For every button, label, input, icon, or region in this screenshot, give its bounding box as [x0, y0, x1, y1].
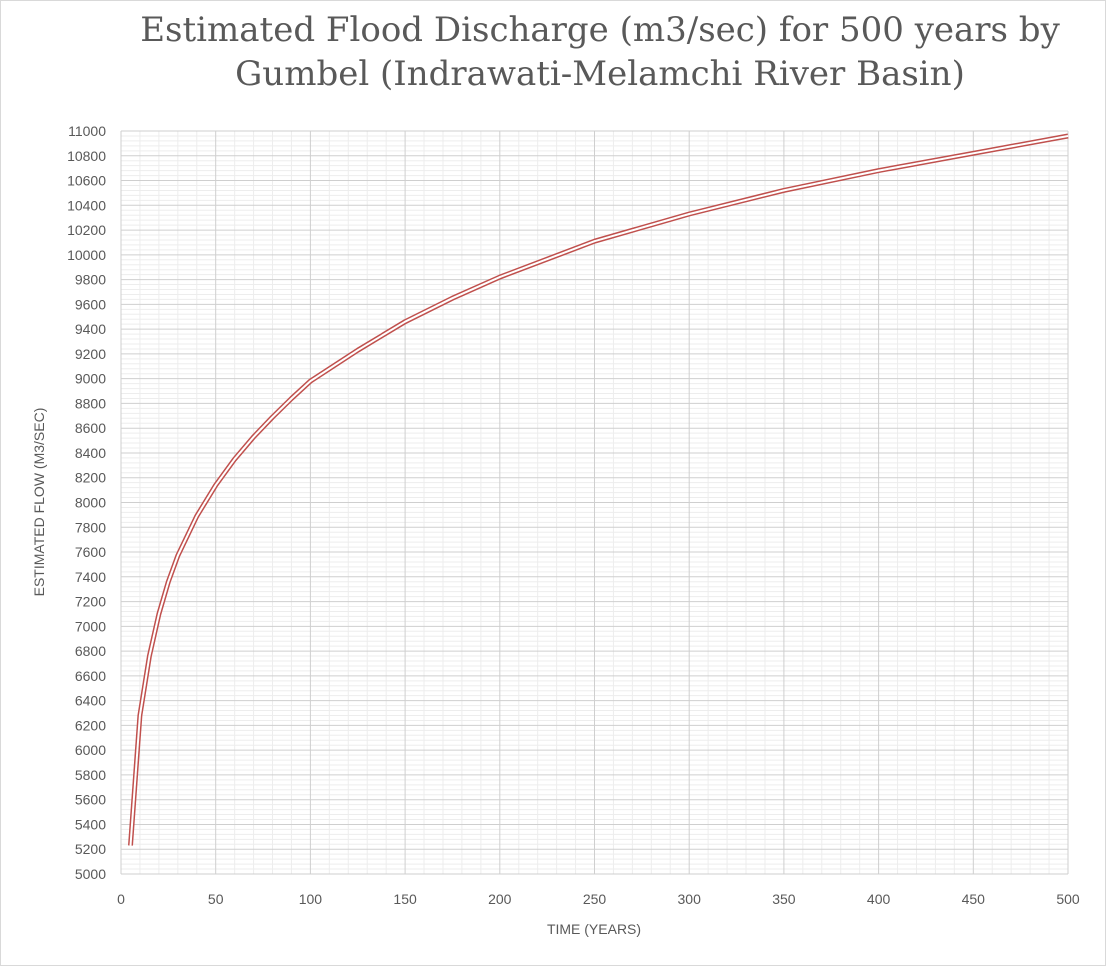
x-tick-label: 200: [488, 891, 512, 907]
y-tick-label: 7000: [75, 618, 106, 634]
y-tick-label: 6600: [75, 668, 106, 684]
y-tick-label: 8800: [75, 395, 106, 411]
y-tick-label: 6000: [75, 742, 106, 758]
x-tick-label: 100: [299, 891, 323, 907]
y-tick-label: 6200: [75, 717, 106, 733]
series-line-inner: [129, 135, 1069, 846]
y-tick-label: 5400: [75, 816, 106, 832]
y-axis-label: ESTIMATED FLOW (M3/SEC): [31, 408, 47, 597]
y-tick-label: 8600: [75, 420, 106, 436]
y-tick-label: 9400: [75, 321, 106, 337]
y-tick-label: 8400: [75, 445, 106, 461]
chart-title: Estimated Flood Discharge (m3/sec) for 5…: [0, 8, 1106, 96]
major-gridlines: [120, 130, 1069, 875]
x-tick-label: 250: [583, 891, 607, 907]
y-tick-label: 10400: [67, 197, 106, 213]
y-tick-label: 10000: [67, 247, 106, 263]
x-tick-label: 500: [1056, 891, 1080, 907]
y-tick-label: 5000: [75, 866, 106, 882]
x-tick-label: 350: [772, 891, 796, 907]
y-tick-label: 8200: [75, 470, 106, 486]
y-axis-tick-labels: 5000 5200 5400 5600 5800 6000 6200 6400 6600 6800…: [67, 123, 106, 882]
y-tick-label: 9600: [75, 296, 106, 312]
chart-title-line-2: Gumbel (Indrawati-Melamchi River Basin): [235, 54, 965, 94]
y-tick-label: 10600: [67, 173, 106, 189]
y-tick-label: 9200: [75, 346, 106, 362]
y-tick-label: 9000: [75, 371, 106, 387]
y-tick-label: 10800: [67, 148, 106, 164]
x-tick-label: 450: [962, 891, 986, 907]
y-tick-label: 6400: [75, 693, 106, 709]
y-tick-label: 8000: [75, 495, 106, 511]
x-axis-label: TIME (YEARS): [547, 921, 641, 937]
x-tick-label: 150: [393, 891, 417, 907]
y-tick-label: 9800: [75, 272, 106, 288]
y-tick-label: 11000: [68, 123, 106, 139]
x-tick-label: 400: [867, 891, 891, 907]
x-tick-label: 0: [117, 891, 125, 907]
y-tick-label: 5200: [75, 841, 106, 857]
y-tick-label: 5800: [75, 767, 106, 783]
y-tick-label: 7600: [75, 544, 106, 560]
chart-title-line-1: Estimated Flood Discharge (m3/sec) for 5…: [140, 10, 1060, 50]
series-layer: [128, 133, 1069, 846]
x-tick-label: 300: [678, 891, 702, 907]
y-tick-label: 6800: [75, 643, 106, 659]
y-tick-label: 5600: [75, 792, 106, 808]
y-tick-label: 7400: [75, 569, 106, 585]
x-tick-label: 50: [208, 891, 224, 907]
y-tick-label: 10200: [67, 222, 106, 238]
y-tick-label: 7200: [75, 594, 106, 610]
x-axis-tick-labels: 0 50 100 150 200 250 300 350 400 450 500: [117, 891, 1080, 907]
y-tick-label: 7800: [75, 519, 106, 535]
series-line: [128, 133, 1069, 846]
